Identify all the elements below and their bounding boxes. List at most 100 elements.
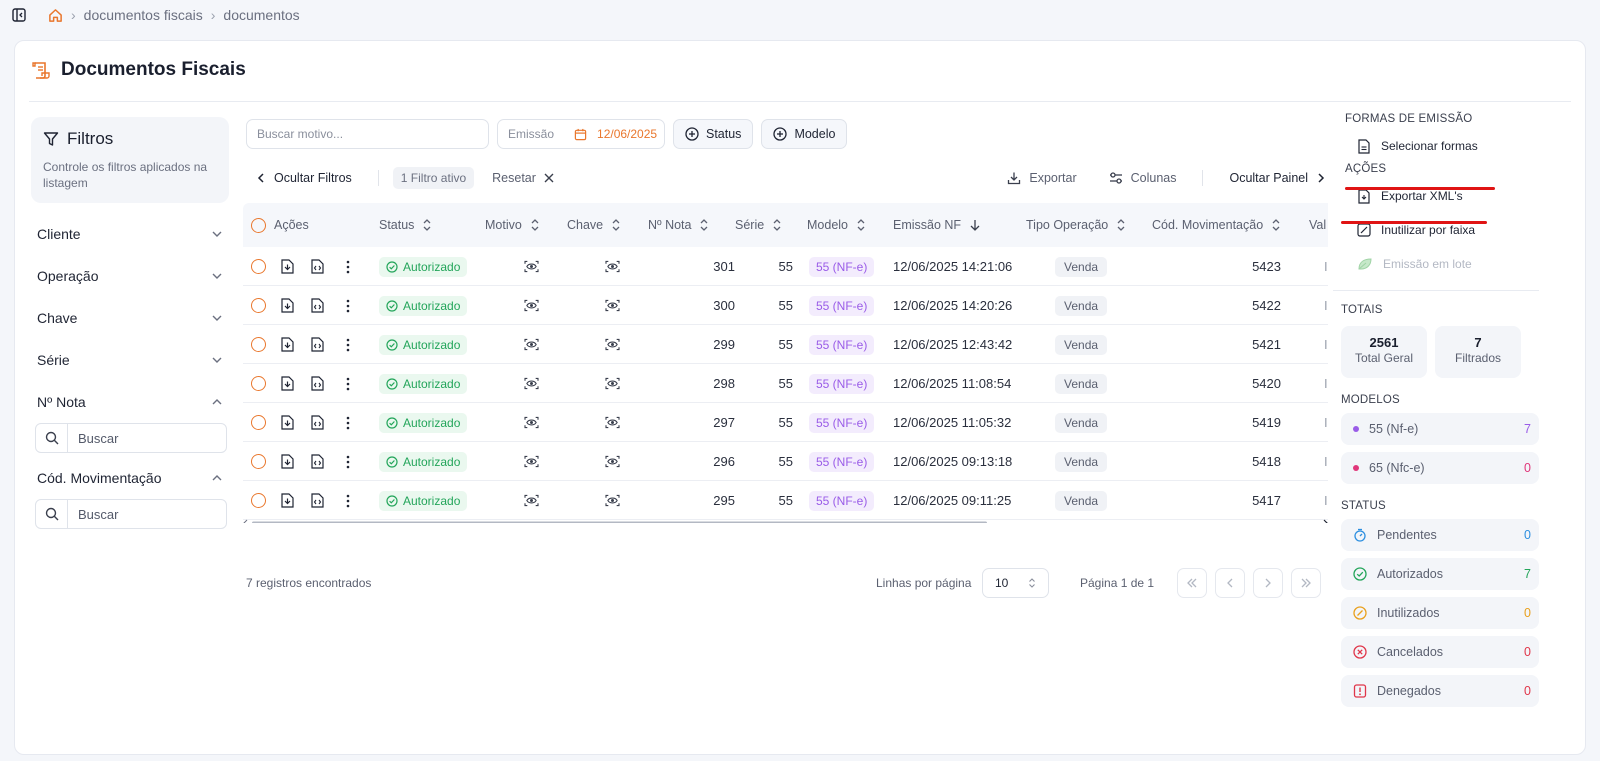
more-options-button[interactable] <box>346 481 350 520</box>
download-pdf-button[interactable] <box>281 247 294 286</box>
status-item[interactable]: Cancelados 0 <box>1341 636 1539 668</box>
row-select-radio[interactable] <box>251 481 266 520</box>
table-row[interactable]: Autorizado 295 55 55 (NF-e) 12/06/2025 0… <box>243 481 1328 520</box>
status-item[interactable]: Autorizados 7 <box>1341 558 1539 590</box>
emissao-date-picker[interactable]: Emissão 12/06/2025 <box>497 119 665 149</box>
breadcrumb-item[interactable]: documentos fiscais <box>83 7 203 23</box>
download-pdf-button[interactable] <box>281 325 294 364</box>
modelo-item[interactable]: 55 (Nf-e) 7 <box>1341 413 1539 445</box>
table-row[interactable]: Autorizado 298 55 55 (NF-e) 12/06/2025 1… <box>243 364 1328 403</box>
columns-button[interactable]: Colunas <box>1109 171 1176 185</box>
download-pdf-button[interactable] <box>281 364 294 403</box>
more-options-button[interactable] <box>346 364 350 403</box>
modelo-filter-button[interactable]: Modelo <box>761 119 848 149</box>
filter-group-chave[interactable]: Chave <box>31 297 229 339</box>
row-select-radio[interactable] <box>251 247 266 286</box>
home-icon[interactable] <box>48 8 63 23</box>
next-page-button[interactable] <box>1253 568 1283 598</box>
status-filter-button[interactable]: Status <box>673 119 754 149</box>
status-item[interactable]: Denegados 0 <box>1341 675 1539 707</box>
status-item[interactable]: Inutilizados 0 <box>1341 597 1539 629</box>
download-xml-button[interactable] <box>311 325 324 364</box>
last-page-button[interactable] <box>1291 568 1321 598</box>
cod-movimentacao-search-input[interactable]: Buscar <box>35 499 227 529</box>
rows-per-page-select[interactable]: 10 <box>982 568 1049 598</box>
row-select-radio[interactable] <box>251 325 266 364</box>
emissao-lote-label: Emissão em lote <box>1383 257 1472 271</box>
more-options-button[interactable] <box>346 442 350 481</box>
sidebar-toggle-icon[interactable] <box>12 8 26 22</box>
status-item[interactable]: Pendentes 0 <box>1341 519 1539 551</box>
download-xml-button[interactable] <box>311 403 324 442</box>
motivo-search-input[interactable]: Buscar motivo... <box>246 119 489 149</box>
chave-view-button[interactable] <box>605 442 620 481</box>
reset-button[interactable]: Resetar <box>492 171 554 185</box>
table-row[interactable]: Autorizado 299 55 55 (NF-e) 12/06/2025 1… <box>243 325 1328 364</box>
table-row[interactable]: Autorizado 296 55 55 (NF-e) 12/06/2025 0… <box>243 442 1328 481</box>
row-select-radio[interactable] <box>251 286 266 325</box>
modelo-item[interactable]: 65 (Nfc-e) 0 <box>1341 452 1539 484</box>
column-header-tipo[interactable]: Tipo Operação <box>1026 203 1126 247</box>
serie-cell: 55 <box>778 376 793 391</box>
filter-group-nota[interactable]: Nº Nota <box>31 381 229 423</box>
prev-page-button[interactable] <box>1215 568 1245 598</box>
table-row[interactable]: Autorizado 301 55 55 (NF-e) 12/06/2025 1… <box>243 247 1328 286</box>
motivo-view-button[interactable] <box>524 481 539 520</box>
download-xml-button[interactable] <box>311 247 324 286</box>
chave-view-button[interactable] <box>605 247 620 286</box>
inutilizar-button[interactable]: Inutilizar por faixa <box>1341 213 1539 247</box>
column-header-motivo[interactable]: Motivo <box>485 203 540 247</box>
more-options-button[interactable] <box>346 325 350 364</box>
motivo-view-button[interactable] <box>524 286 539 325</box>
hide-filters-button[interactable]: Ocultar Filtros <box>256 171 352 185</box>
emissao-lote-button[interactable]: Emissão em lote <box>1341 247 1539 281</box>
download-pdf-button[interactable] <box>281 403 294 442</box>
chave-view-button[interactable] <box>605 286 620 325</box>
exportar-xml-button[interactable]: Exportar XML's <box>1341 179 1539 213</box>
more-options-button[interactable] <box>346 403 350 442</box>
download-pdf-button[interactable] <box>281 442 294 481</box>
motivo-view-button[interactable] <box>524 442 539 481</box>
table-row[interactable]: Autorizado 297 55 55 (NF-e) 12/06/2025 1… <box>243 403 1328 442</box>
first-page-button[interactable] <box>1177 568 1207 598</box>
chave-view-button[interactable] <box>605 403 620 442</box>
filter-group-cliente[interactable]: Cliente <box>31 213 229 255</box>
more-options-button[interactable] <box>346 247 350 286</box>
nota-search-input[interactable]: Buscar <box>35 423 227 453</box>
selecionar-formas-button[interactable]: Selecionar formas <box>1341 129 1539 163</box>
row-select-radio[interactable] <box>251 442 266 481</box>
motivo-view-button[interactable] <box>524 403 539 442</box>
column-header-chave[interactable]: Chave <box>567 203 621 247</box>
download-xml-button[interactable] <box>311 481 324 520</box>
motivo-view-button[interactable] <box>524 325 539 364</box>
more-options-button[interactable] <box>346 286 350 325</box>
column-header-cod[interactable]: Cód. Movimentação <box>1152 203 1281 247</box>
download-xml-button[interactable] <box>311 286 324 325</box>
column-header-modelo[interactable]: Modelo <box>807 203 866 247</box>
table-row[interactable]: Autorizado 300 55 55 (NF-e) 12/06/2025 1… <box>243 286 1328 325</box>
chave-view-button[interactable] <box>605 364 620 403</box>
hide-panel-button[interactable]: Ocultar Painel <box>1229 171 1326 185</box>
filter-group-operacao[interactable]: Operação <box>31 255 229 297</box>
row-select-radio[interactable] <box>251 403 266 442</box>
select-all-checkbox[interactable]: Ações <box>251 203 309 247</box>
filter-group-cod-movimentacao[interactable]: Cód. Movimentação <box>31 457 229 499</box>
chave-view-button[interactable] <box>605 325 620 364</box>
column-header-status[interactable]: Status <box>379 203 432 247</box>
download-xml-button[interactable] <box>311 442 324 481</box>
download-pdf-button[interactable] <box>281 286 294 325</box>
motivo-view-button[interactable] <box>524 364 539 403</box>
chave-view-button[interactable] <box>605 481 620 520</box>
column-header-emissao[interactable]: Emissão NF <box>893 203 981 247</box>
horizontal-scrollbar[interactable] <box>243 519 1328 523</box>
filter-group-serie[interactable]: Série <box>31 339 229 381</box>
download-xml-button[interactable] <box>311 364 324 403</box>
column-header-val[interactable]: Val <box>1309 203 1326 247</box>
row-select-radio[interactable] <box>251 364 266 403</box>
breadcrumb-item[interactable]: documentos <box>223 7 300 23</box>
download-pdf-button[interactable] <box>281 481 294 520</box>
export-button[interactable]: Exportar <box>1007 171 1077 185</box>
column-header-serie[interactable]: Série <box>735 203 782 247</box>
motivo-view-button[interactable] <box>524 247 539 286</box>
column-header-nota[interactable]: Nº Nota <box>648 203 709 247</box>
